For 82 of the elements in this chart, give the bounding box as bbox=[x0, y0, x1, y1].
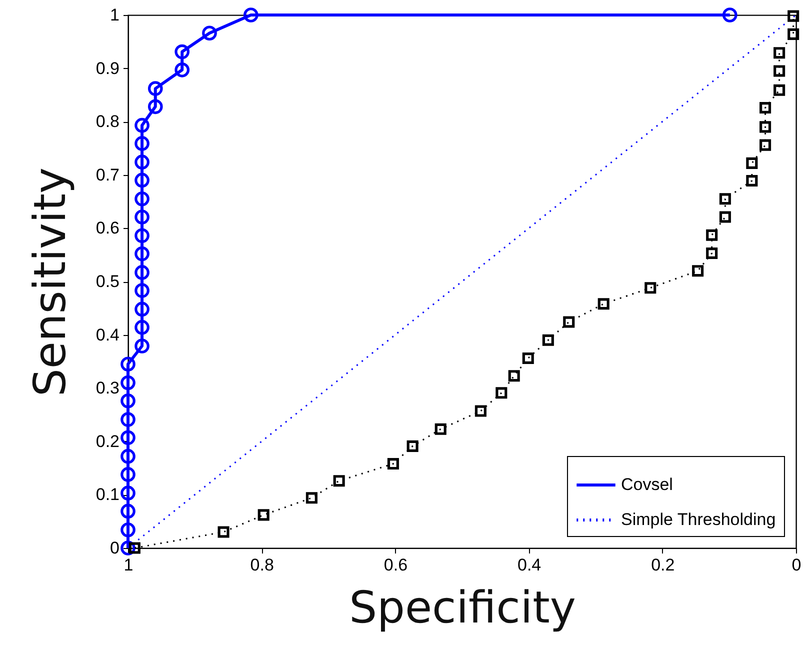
point bbox=[202, 26, 217, 41]
legend-label: Covsel bbox=[621, 475, 673, 494]
point bbox=[306, 492, 318, 504]
point bbox=[120, 504, 136, 519]
y-tick-label: 0.7 bbox=[96, 165, 120, 184]
y-tick-label: 0.2 bbox=[96, 432, 120, 451]
point bbox=[243, 8, 258, 22]
y-tick-label: 0 bbox=[110, 538, 120, 558]
point bbox=[598, 298, 610, 310]
point bbox=[134, 246, 150, 262]
point bbox=[148, 81, 163, 96]
point bbox=[774, 84, 786, 96]
point bbox=[218, 526, 230, 538]
point bbox=[387, 458, 399, 470]
point bbox=[746, 174, 758, 187]
point bbox=[788, 28, 800, 40]
point bbox=[134, 320, 150, 335]
point bbox=[120, 375, 136, 390]
point bbox=[644, 282, 656, 294]
point bbox=[174, 62, 190, 78]
point bbox=[134, 136, 150, 151]
point bbox=[134, 228, 150, 244]
point bbox=[406, 440, 418, 452]
point bbox=[474, 405, 486, 417]
x-tick-label: 0.6 bbox=[384, 556, 408, 574]
point bbox=[174, 44, 190, 60]
point bbox=[258, 509, 270, 521]
x-tick-label: 0.8 bbox=[250, 556, 274, 574]
point bbox=[134, 191, 150, 206]
y-axis-title: Sensitivity bbox=[24, 167, 76, 397]
point bbox=[134, 172, 150, 188]
y-tick-label: 0.5 bbox=[96, 272, 120, 291]
x-tick-label: 0.2 bbox=[651, 556, 675, 574]
x-tick-label: 0.4 bbox=[517, 556, 542, 574]
point bbox=[148, 99, 163, 114]
point bbox=[120, 486, 136, 501]
point bbox=[434, 423, 446, 435]
point bbox=[120, 448, 136, 464]
point bbox=[788, 10, 800, 22]
point bbox=[774, 65, 786, 77]
point bbox=[746, 157, 758, 169]
point bbox=[120, 412, 136, 427]
point bbox=[722, 8, 738, 22]
point bbox=[134, 302, 150, 317]
point bbox=[134, 283, 150, 298]
y-tick-label: 1 bbox=[110, 6, 120, 24]
x-tick-label: 1 bbox=[124, 556, 134, 574]
point bbox=[563, 316, 575, 328]
point bbox=[706, 229, 718, 241]
point bbox=[120, 467, 136, 482]
y-tick-label: 0.4 bbox=[96, 325, 120, 344]
y-tick-label: 0.6 bbox=[96, 218, 120, 238]
point bbox=[134, 118, 150, 133]
x-axis-title: Specificity bbox=[349, 582, 576, 634]
x-tick-label: 0 bbox=[792, 556, 802, 574]
point bbox=[706, 247, 718, 260]
y-tick-label: 0.8 bbox=[96, 112, 120, 132]
point bbox=[760, 102, 772, 114]
point bbox=[120, 430, 136, 446]
point bbox=[760, 121, 772, 133]
point bbox=[719, 211, 731, 223]
legend-label: Simple Thresholding bbox=[621, 510, 776, 529]
y-tick-label: 0.9 bbox=[96, 58, 120, 78]
y-tick-label: 0.1 bbox=[96, 485, 120, 504]
point bbox=[134, 154, 150, 170]
point bbox=[774, 47, 786, 59]
point bbox=[120, 522, 136, 538]
point bbox=[508, 370, 520, 382]
point bbox=[719, 193, 731, 205]
y-tick-label: 0.3 bbox=[96, 378, 120, 398]
point bbox=[692, 265, 704, 277]
point bbox=[134, 210, 150, 224]
point bbox=[496, 387, 508, 399]
point bbox=[120, 393, 136, 408]
point bbox=[120, 356, 136, 372]
point bbox=[333, 475, 345, 487]
point bbox=[760, 139, 772, 151]
point bbox=[134, 338, 150, 354]
point bbox=[128, 542, 140, 554]
point bbox=[542, 334, 554, 346]
point bbox=[522, 352, 534, 364]
point bbox=[134, 265, 150, 280]
